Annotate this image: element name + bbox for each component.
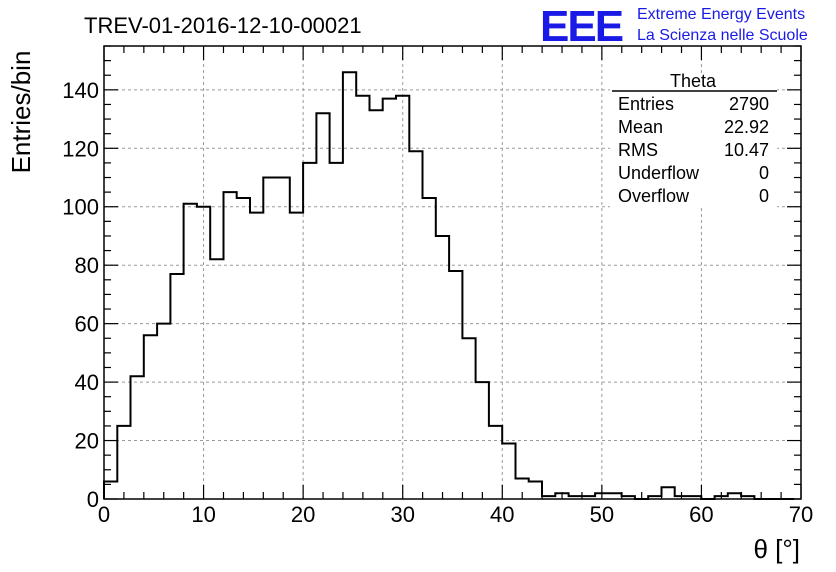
y-tick-label: 40 [75, 370, 99, 395]
x-tick-label: 0 [98, 502, 110, 527]
stats-box-title: Theta [670, 71, 717, 91]
stats-label: Entries [618, 94, 674, 114]
stats-label: Overflow [618, 186, 690, 206]
tick-labels: 0 10 20 30 40 50 60 70 0 20 40 60 80 100 120 140 [62, 78, 813, 527]
x-tick-label: 70 [789, 502, 813, 527]
stats-box-background [610, 74, 777, 208]
y-axis-title: Entries/bin [6, 51, 36, 174]
x-tick-label: 30 [390, 502, 414, 527]
stats-value: 2790 [729, 94, 769, 114]
brand-line-1: Extreme Energy Events [637, 6, 805, 23]
x-tick-label: 20 [291, 502, 315, 527]
eee-logo: EEE [540, 2, 623, 51]
histogram-line [103, 71, 795, 500]
run-title: TREV-01-2016-12-10-00021 [84, 13, 362, 38]
stats-value: 22.92 [724, 117, 769, 137]
y-tick-label: 120 [62, 136, 99, 161]
x-tick-label: 40 [490, 502, 514, 527]
stats-label: Mean [618, 117, 663, 137]
stats-value: 0 [759, 186, 769, 206]
brand-line-2: La Scienza nelle Scuole [637, 27, 808, 44]
plot-frame [103, 45, 802, 500]
y-tick-label: 100 [62, 195, 99, 220]
stats-value: 0 [759, 163, 769, 183]
y-tick-label: 20 [75, 429, 99, 454]
y-tick-label: 80 [75, 253, 99, 278]
x-tick-label: 60 [689, 502, 713, 527]
y-tick-label: 60 [75, 312, 99, 337]
stats-box: Theta Entries 2790 Mean 22.92 RMS 10.47 Underf… [610, 71, 777, 208]
y-tick-label: 140 [62, 78, 99, 103]
stats-value: 10.47 [724, 140, 769, 160]
x-axis-title: θ [°] [753, 534, 800, 564]
stats-label: Underflow [618, 163, 700, 183]
stats-rows: Entries 2790 Mean 22.92 RMS 10.47 Underflow 0 Ov… [618, 94, 769, 206]
x-tick-label: 10 [191, 502, 215, 527]
grid-lines [104, 46, 801, 499]
x-tick-label: 50 [590, 502, 614, 527]
stats-label: RMS [618, 140, 658, 160]
y-tick-label: 0 [87, 487, 99, 512]
